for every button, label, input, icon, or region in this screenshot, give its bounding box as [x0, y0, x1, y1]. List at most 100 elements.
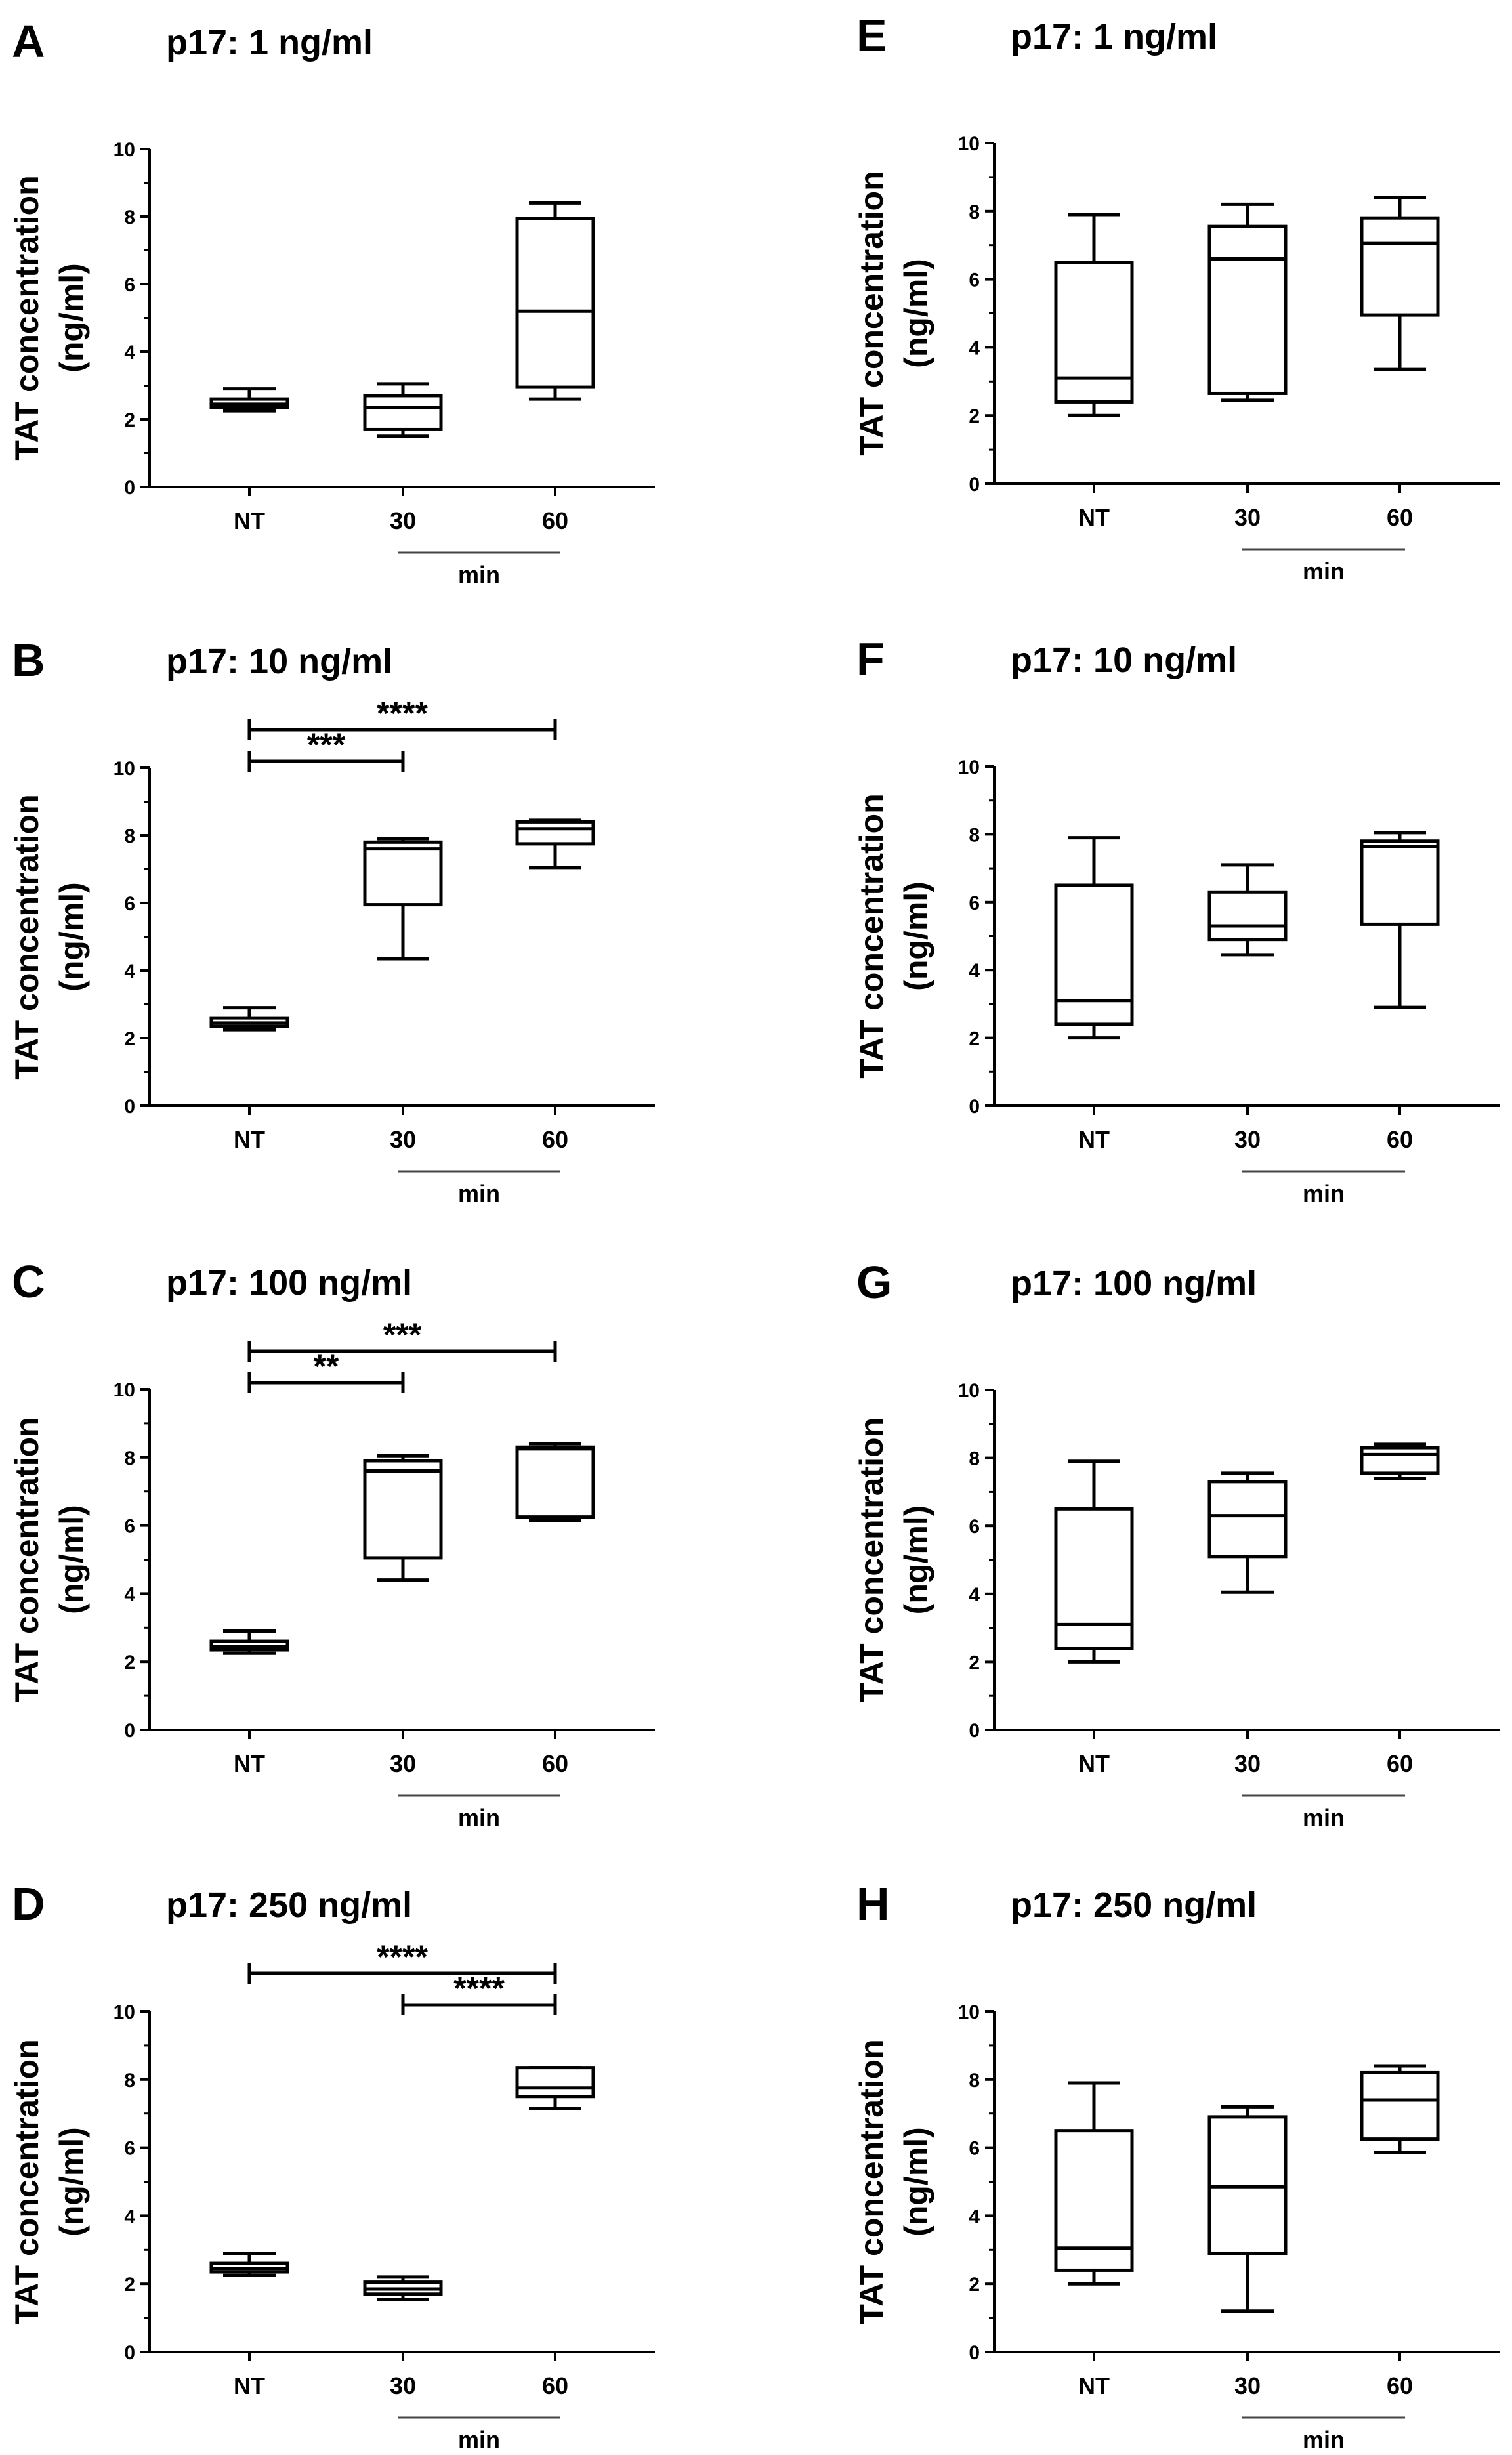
y-axis-unit-label: (ng/ml): [898, 1505, 934, 1615]
x-tick-label: 60: [542, 1750, 568, 1777]
y-tick-label: 4: [969, 960, 980, 982]
iqr-box: [515, 820, 595, 846]
panel-title: p17: 100 ng/ml: [1011, 1264, 1257, 1303]
iqr-box: [1054, 261, 1134, 404]
iqr-box: [1360, 839, 1440, 926]
x-tick-label: 30: [390, 1126, 416, 1153]
group-label: min: [458, 1804, 500, 1831]
y-tick-label: 6: [124, 274, 135, 296]
significance-bracket: ***: [247, 726, 405, 772]
iqr-box: [1208, 1480, 1288, 1559]
box-plot-60: [1360, 2064, 1440, 2154]
y-tick-label: 0: [969, 2342, 980, 2364]
box-plot-nt: [209, 1006, 289, 1032]
y-tick-label: 10: [958, 757, 980, 778]
box-plot-nt: [1054, 213, 1134, 417]
x-tick-label: 60: [1387, 2372, 1413, 2399]
y-axis-label: TAT concentration: [9, 175, 45, 460]
y-axis-unit-label: (ng/ml): [53, 882, 90, 992]
y-tick-label: 8: [969, 824, 980, 846]
panel-title: p17: 1 ng/ml: [1011, 17, 1217, 56]
box-plot-30: [363, 837, 443, 961]
y-tick-label: 2: [969, 1652, 980, 1673]
box-plot-30: [363, 1454, 443, 1582]
panel-title: p17: 100 ng/ml: [166, 1263, 412, 1303]
x-tick-label: 30: [390, 1750, 416, 1777]
y-axis-unit-label: (ng/ml): [53, 1505, 90, 1614]
y-tick-label: 4: [969, 337, 980, 359]
x-tick-label: NT: [1078, 1126, 1110, 1153]
group-label: min: [1303, 2426, 1345, 2453]
y-tick-label: 0: [124, 477, 135, 499]
y-tick-label: 10: [114, 139, 135, 161]
iqr-box: [1054, 883, 1134, 1026]
group-label: min: [458, 2426, 500, 2453]
significance-stars: ***: [383, 1316, 422, 1353]
y-tick-label: 10: [114, 1379, 135, 1401]
y-tick-label: 10: [114, 2002, 135, 2023]
box-plot-30: [363, 382, 443, 438]
x-tick-label: 30: [1234, 2372, 1261, 2399]
significance-bracket: ****: [247, 1939, 557, 1984]
y-tick-label: 8: [124, 826, 135, 847]
y-tick-label: 0: [124, 1096, 135, 1118]
y-tick-label: 8: [969, 2070, 980, 2091]
y-tick-label: 8: [124, 1448, 135, 1469]
panel-letter: F: [856, 633, 885, 684]
x-tick-label: 60: [1387, 504, 1413, 531]
y-axis-unit-label: (ng/ml): [898, 2127, 934, 2236]
y-tick-label: 2: [969, 2274, 980, 2296]
y-tick-label: 0: [969, 474, 980, 495]
box-plot-nt: [209, 2251, 289, 2277]
x-tick-label: 60: [542, 2372, 568, 2399]
y-tick-label: 4: [969, 2206, 980, 2227]
y-tick-label: 8: [969, 1448, 980, 1470]
group-label: min: [1303, 558, 1345, 585]
iqr-box: [515, 2066, 595, 2099]
box-plot-60: [515, 201, 595, 401]
y-tick-label: 6: [969, 2138, 980, 2160]
y-tick-label: 2: [969, 406, 980, 427]
x-tick-label: NT: [234, 2372, 265, 2399]
x-tick-label: NT: [1078, 504, 1110, 531]
y-tick-label: 4: [124, 1584, 135, 1605]
iqr-box: [1208, 224, 1288, 395]
x-tick-label: 30: [1234, 1126, 1261, 1153]
y-tick-label: 8: [969, 201, 980, 223]
iqr-box: [515, 1445, 595, 1519]
x-tick-label: 30: [1234, 1750, 1261, 1777]
y-tick-label: 6: [124, 893, 135, 915]
y-axis-unit-label: (ng/ml): [53, 263, 90, 373]
group-label: min: [1303, 1180, 1345, 1207]
x-tick-label: 60: [1387, 1750, 1413, 1777]
y-tick-label: 10: [114, 758, 135, 780]
y-axis-unit-label: (ng/ml): [898, 881, 934, 991]
box-plot-nt: [1054, 1459, 1134, 1664]
significance-stars: ****: [377, 695, 428, 732]
iqr-box: [1208, 890, 1288, 942]
y-tick-label: 10: [958, 133, 980, 155]
y-tick-label: 4: [969, 1584, 980, 1606]
y-tick-label: 0: [969, 1720, 980, 1742]
y-tick-label: 8: [124, 207, 135, 228]
significance-stars: **: [314, 1348, 339, 1385]
y-tick-label: 0: [969, 1096, 980, 1118]
group-label: min: [458, 561, 500, 588]
y-tick-label: 8: [124, 2070, 135, 2091]
y-axis-label: TAT concentration: [9, 794, 45, 1079]
box-plot-60: [1360, 1442, 1440, 1480]
x-tick-label: 60: [1387, 1126, 1413, 1153]
panel-letter: D: [12, 1878, 45, 1929]
panel-letter: G: [856, 1257, 892, 1308]
x-tick-label: NT: [234, 1126, 265, 1153]
panel-title: p17: 10 ng/ml: [1011, 640, 1237, 680]
panel-title: p17: 250 ng/ml: [1011, 1885, 1257, 1925]
box-plot-nt: [209, 387, 289, 413]
y-tick-label: 0: [124, 1720, 135, 1742]
